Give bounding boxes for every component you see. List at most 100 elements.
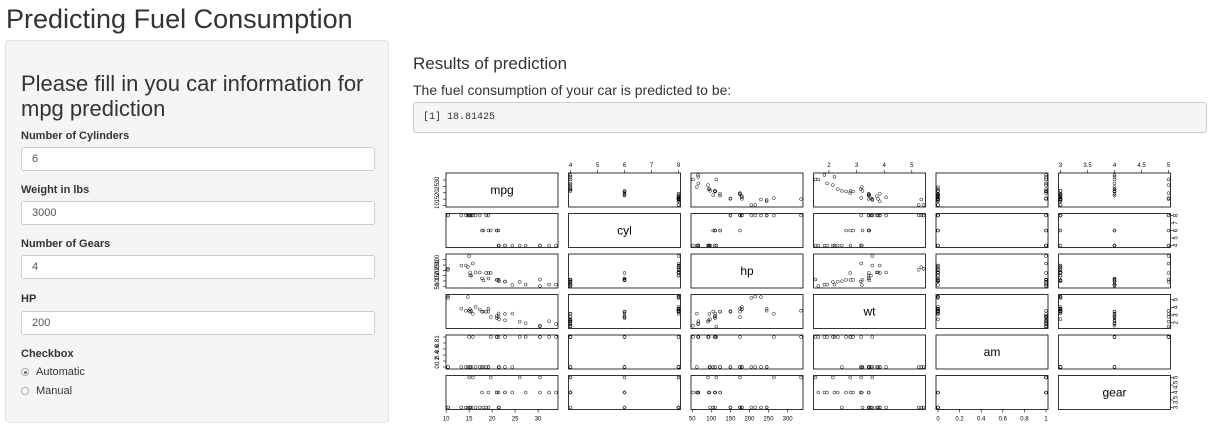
data-point	[1044, 282, 1048, 287]
x-tick-label: 1	[1044, 417, 1048, 423]
data-point	[848, 243, 853, 248]
y-tick-label: 10	[435, 202, 441, 209]
cylinders-label: Number of Cylinders	[21, 130, 130, 142]
x-tick-label: 3.5	[1083, 163, 1092, 169]
data-point	[676, 405, 681, 410]
panel-cyl-hp	[690, 213, 804, 248]
data-point	[711, 309, 715, 314]
data-point	[467, 335, 471, 339]
data-point	[477, 307, 482, 312]
data-point	[468, 273, 472, 278]
data-point	[936, 283, 940, 287]
data-point	[622, 191, 627, 195]
data-point	[858, 365, 863, 369]
y-tick-label: 4.5	[1174, 380, 1180, 389]
data-point	[1058, 295, 1063, 299]
data-point	[1166, 197, 1171, 201]
y-tick-label: 0.6	[435, 344, 441, 353]
radio-manual[interactable]: Manual	[21, 385, 72, 397]
y-tick-label: 25	[435, 182, 441, 189]
cylinders-input[interactable]	[21, 147, 375, 171]
data-point	[860, 189, 865, 193]
radio-unselected-icon[interactable]	[21, 387, 29, 395]
data-point	[568, 335, 573, 339]
data-point	[547, 319, 551, 323]
data-point	[622, 271, 627, 275]
data-point	[832, 335, 837, 339]
data-point	[711, 193, 715, 197]
data-point	[844, 189, 848, 194]
data-point	[1166, 213, 1171, 218]
radio-automatic[interactable]: Automatic	[21, 366, 85, 378]
radio-selected-icon[interactable]	[21, 368, 29, 376]
data-point	[860, 243, 864, 248]
data-point	[851, 189, 855, 194]
data-point	[1166, 261, 1171, 266]
data-point	[844, 335, 848, 339]
data-point	[936, 187, 940, 191]
data-point	[1044, 254, 1048, 258]
data-point	[851, 390, 855, 395]
panel-gear-wt	[813, 375, 926, 410]
data-point	[848, 278, 853, 282]
data-point	[568, 317, 573, 321]
data-point	[676, 305, 681, 309]
data-point	[884, 405, 888, 410]
data-point	[1166, 191, 1171, 195]
data-point	[1044, 261, 1048, 266]
x-tick-label: 100	[706, 417, 717, 423]
data-point	[738, 315, 742, 319]
panel-hp-wt	[813, 253, 926, 289]
data-point	[708, 405, 712, 410]
data-point	[1112, 309, 1117, 314]
data-point	[459, 213, 464, 218]
data-point	[1112, 173, 1117, 177]
data-point	[568, 324, 573, 329]
data-point	[840, 243, 844, 248]
data-point	[740, 197, 744, 201]
data-point	[1058, 273, 1063, 278]
data-point	[467, 308, 471, 313]
data-point	[831, 280, 835, 284]
data-point	[554, 243, 558, 248]
data-point	[740, 405, 744, 410]
panel-hp-gear	[1058, 253, 1171, 289]
y-tick-label: 4	[1174, 243, 1180, 247]
data-point	[568, 315, 573, 319]
hp-input[interactable]	[21, 311, 375, 335]
results-title: Results of prediction	[413, 54, 568, 73]
data-point	[876, 270, 880, 275]
data-point	[468, 405, 472, 410]
data-point	[1058, 265, 1063, 269]
data-point	[707, 187, 712, 191]
data-point	[1058, 228, 1063, 233]
data-point	[1112, 175, 1117, 179]
data-point	[1058, 271, 1063, 275]
data-point	[481, 228, 486, 233]
data-point	[622, 390, 627, 395]
data-point	[916, 268, 921, 272]
data-point	[860, 278, 865, 282]
gears-input[interactable]	[21, 255, 375, 279]
x-tick-label: 6	[623, 163, 627, 169]
data-point	[696, 335, 701, 339]
data-point	[878, 365, 882, 369]
data-point	[713, 228, 717, 233]
data-point	[738, 335, 742, 339]
data-point	[813, 243, 818, 248]
data-point	[870, 254, 875, 258]
data-point	[497, 365, 501, 369]
weight-input[interactable]	[21, 201, 375, 225]
data-point	[718, 228, 722, 233]
x-tick-label: 8	[677, 163, 681, 169]
y-tick-label: 0	[435, 365, 441, 369]
data-point	[718, 390, 722, 395]
data-point	[759, 405, 763, 410]
data-point	[676, 295, 681, 299]
data-point	[816, 177, 821, 182]
data-point	[568, 175, 573, 179]
data-point	[523, 390, 528, 395]
x-tick-label: 4	[883, 163, 887, 169]
data-point	[1058, 243, 1063, 248]
x-tick-label: 30	[535, 417, 542, 423]
